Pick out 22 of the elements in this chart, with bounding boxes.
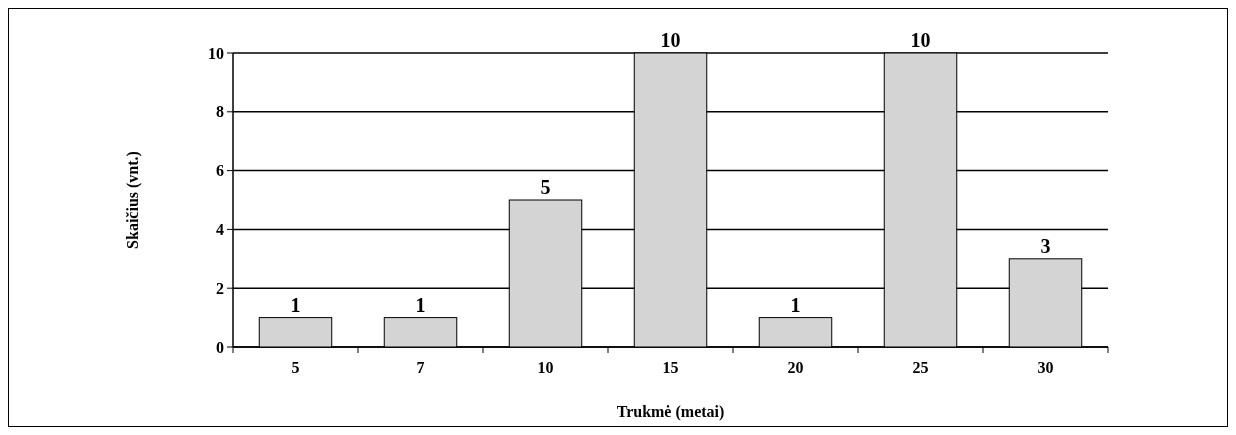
data-label: 1 — [290, 293, 301, 316]
y-tick-label: 8 — [216, 103, 224, 121]
x-tick-label: 5 — [291, 359, 300, 376]
x-tick-label: 15 — [662, 359, 679, 376]
data-label: 10 — [910, 29, 931, 51]
data-label: 1 — [790, 293, 801, 316]
y-axis-title: Skaičius (vnt.) — [124, 151, 142, 249]
y-tick-label: 4 — [216, 221, 224, 238]
y-tick-label: 10 — [208, 44, 224, 62]
data-label: 1 — [415, 293, 426, 316]
y-tick-label: 0 — [216, 338, 224, 356]
data-label: 10 — [660, 29, 681, 51]
x-tick-label: 10 — [537, 359, 554, 376]
x-axis-title: Trukmė (metai) — [616, 403, 725, 421]
data-label: 5 — [540, 176, 551, 198]
y-tick-label: 6 — [216, 162, 224, 180]
x-tick-label: 30 — [1037, 359, 1054, 376]
x-tick-label: 25 — [912, 359, 929, 376]
x-tick-label: 20 — [787, 359, 804, 376]
y-tick-label: 2 — [216, 279, 224, 297]
x-tick-label: 7 — [416, 359, 425, 376]
data-label: 3 — [1040, 234, 1051, 257]
